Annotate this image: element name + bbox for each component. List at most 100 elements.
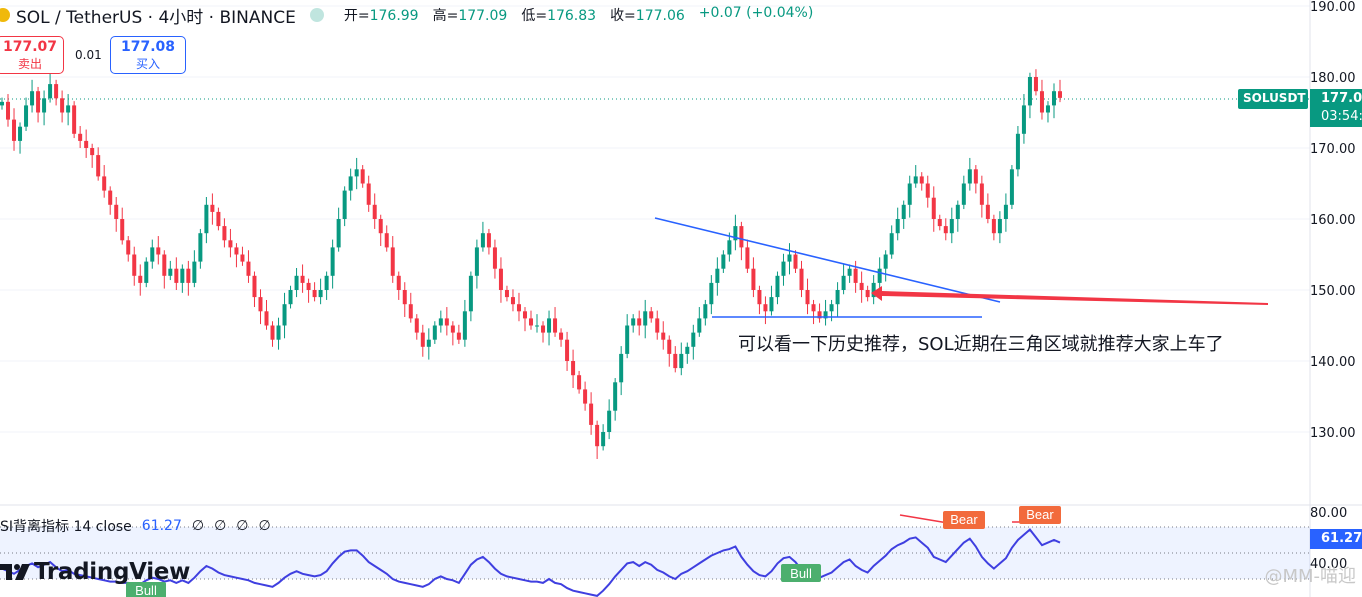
candle-body [787,254,792,262]
buy-button[interactable]: 177.08 买入 [110,36,186,74]
candle-body [78,133,83,141]
candle-body [727,240,732,255]
candle-body [613,382,618,411]
sell-price: 177.07 [2,39,58,55]
candle-body [450,325,455,333]
candle-body [835,290,840,305]
candle-body [420,332,425,347]
candle-body [414,318,419,333]
candle-body [703,304,708,319]
candle-body [529,318,533,326]
candle-body [847,268,852,276]
rsi-title[interactable]: SI背离指标 14 close [0,519,132,535]
candle-body [637,318,642,326]
candle-body [571,361,576,376]
candle-body [871,282,876,298]
annotation-text[interactable]: 可以看一下历史推荐，SOL近期在三角区域就推荐大家上车了 [738,334,1224,355]
svg-text:Bear: Bear [1026,507,1054,522]
tradingview-logo[interactable]: TradingView [0,559,190,585]
candle-body [715,268,720,283]
candle-body [643,311,648,326]
bear-divergence-line [899,514,949,524]
candle-body [841,275,846,290]
open-value: 176.99 [369,8,419,24]
candle-body [156,247,161,255]
sell-button[interactable]: 177.07 卖出 [0,36,64,74]
sol-logo-icon [0,8,10,22]
candle-body [510,297,515,305]
candle-body [763,304,768,312]
candle-body [0,101,4,106]
candle-body [312,290,317,298]
watermark: @MM-喵迎 [1264,566,1356,587]
rsi-band [0,527,1310,579]
candle-body [811,304,816,312]
candle-body [348,176,353,191]
candle-body [751,268,756,290]
candle-body [961,183,966,205]
symbol-title[interactable]: SOL / TetherUS · 4小时 · BINANCE [16,7,296,28]
candle-body [240,254,245,262]
rsi-legend-value: 61.27 [141,518,182,534]
branding-text: TradingView [34,559,191,585]
candle-body [997,219,1002,234]
candle-body [30,91,35,106]
candle-body [462,311,467,340]
candle-body [474,247,479,276]
candle-body [631,318,636,326]
price-tick: 140.00 [1310,355,1356,370]
candle-body [1033,77,1038,92]
close-label: 收= [610,8,636,24]
candles [0,69,1062,459]
descending-trendline[interactable] [654,217,1001,303]
candle-body [282,304,287,326]
candle-body [366,183,371,205]
red-arrow[interactable] [871,286,1268,305]
candle-body [925,183,930,198]
sell-label: 卖出 [17,57,42,71]
candle-body [24,105,29,127]
candle-body [1003,204,1008,219]
price-tick: 150.00 [1310,284,1356,299]
candle-body [504,290,509,298]
candle-body [709,282,714,305]
candle-body [372,204,377,219]
buy-label: 买入 [135,57,160,71]
candle-body [204,204,209,234]
candle-body [1058,91,1062,98]
candle-body [535,325,540,327]
last-price-label: 177.06 [1321,91,1362,106]
candle-body [1045,105,1050,113]
candle-body [96,155,101,177]
candle-body [468,275,473,312]
candle-body [294,275,299,290]
candle-body [949,219,954,234]
candle-body [625,325,630,354]
candle-body [198,233,203,262]
candle-body [619,353,624,383]
market-status-icon[interactable] [309,8,324,22]
rsi-tick: 80.00 [1310,506,1348,521]
candle-body [781,261,786,276]
low-label: 低= [521,8,548,24]
rsi-value-tag [1310,529,1362,549]
candle-body [102,176,107,191]
na-icon: ∅ [214,518,227,534]
price-grid [0,5,1310,433]
rsi-value-label: 61.27 [1321,531,1362,546]
svg-text:Bull: Bull [135,583,157,597]
candle-body [336,219,341,248]
low-value: 176.83 [547,8,597,24]
candle-body [733,226,738,241]
candle-body [823,311,828,319]
candle-body [805,290,810,305]
candle-body [913,176,918,184]
candle-body [396,275,401,290]
chart-header: SOL / TetherUS · 4小时 · BINANCE 开=176.99 … [0,0,813,30]
candle-body [595,424,600,447]
candle-body [288,290,293,305]
bear-label: Bear [943,511,985,529]
candle-body [829,304,834,312]
candle-body [985,204,990,219]
